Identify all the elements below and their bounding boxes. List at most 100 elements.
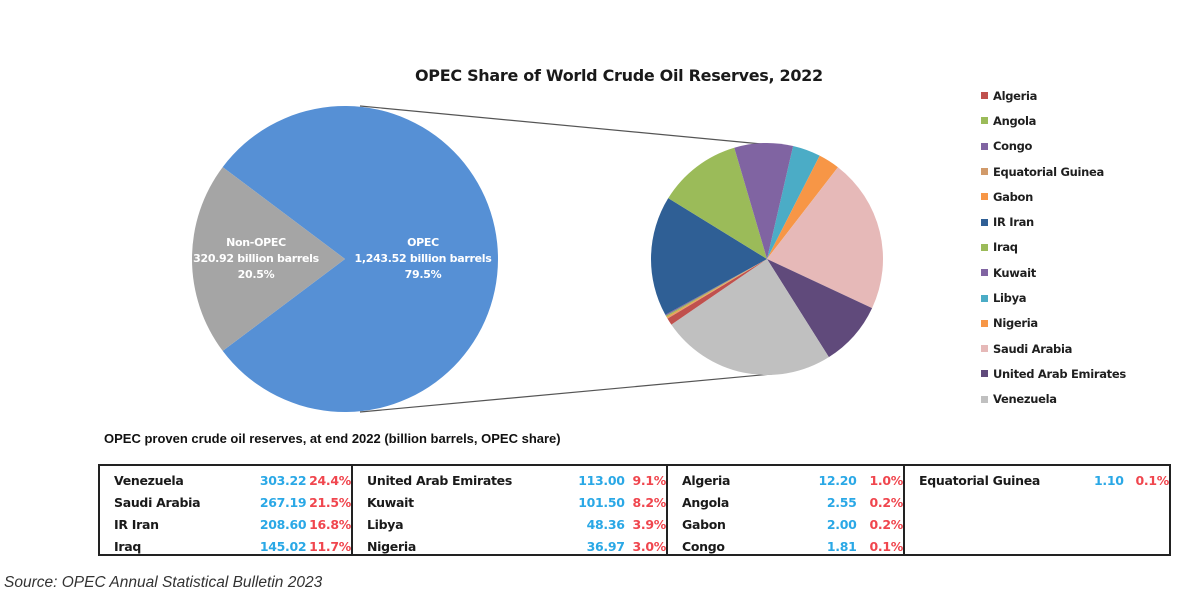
chart-title: OPEC Share of World Crude Oil Reserves, …	[415, 66, 823, 85]
pie-slice-united-arab-emirates	[767, 259, 873, 358]
connector-lines	[359, 105, 773, 413]
cell-share: 9.1%	[632, 472, 667, 488]
non-opec-pct: 20.5%	[238, 268, 275, 281]
table-row-equatorial-guinea: Equatorial Guinea 1.10 0.1%	[905, 469, 1169, 491]
legend-swatch-icon	[981, 92, 988, 100]
main-pie-labels: Non-OPEC 320.92 billion barrels 20.5% OP…	[193, 236, 492, 281]
legend-item-venezuela: Venezuela	[981, 387, 1126, 412]
cell-share: 3.0%	[632, 538, 667, 554]
cell-share: 0.2%	[869, 494, 904, 510]
table-row-ir-iran: IR Iran 208.60 16.8%	[100, 513, 351, 535]
pie-slice-non-opec	[191, 167, 345, 351]
pie-slice-nigeria	[767, 155, 838, 259]
table-row-libya: Libya 48.36 3.9%	[353, 513, 666, 535]
pie-slice-algeria	[667, 259, 767, 325]
table-row-venezuela: Venezuela 303.22 24.4%	[100, 469, 351, 491]
legend-label: Angola	[993, 113, 1037, 128]
cell-value: 208.60	[259, 516, 307, 532]
pie-slice-saudi-arabia	[767, 167, 883, 309]
cell-value: 267.19	[259, 494, 307, 510]
legend-label: IR Iran	[993, 215, 1034, 230]
cell-value: 145.02	[259, 538, 307, 554]
cell-country: Saudi Arabia	[114, 494, 201, 510]
cell-value: 2.00	[826, 516, 857, 532]
cell-share: 16.8%	[309, 516, 351, 532]
legend-item-nigeria: Nigeria	[981, 311, 1126, 336]
opec-pct: 79.5%	[405, 268, 442, 281]
table-row-gabon: Gabon 2.00 0.2%	[668, 513, 903, 535]
cell-value: 12.20	[818, 472, 857, 488]
chart-legend: Algeria Angola Congo Equatorial Guinea Gabon…	[981, 83, 1126, 412]
legend-swatch-icon	[981, 345, 988, 353]
pie-slice-iraq	[668, 147, 767, 259]
table-column-3: Algeria 12.20 1.0% Angola 2.55 0.2% Gabon 2.00 0…	[668, 466, 905, 554]
pie-slice-angola	[665, 259, 767, 318]
table-row-congo: Congo 1.81 0.1%	[668, 535, 903, 557]
legend-item-iraq: Iraq	[981, 235, 1126, 260]
legend-swatch-icon	[981, 168, 988, 176]
legend-item-congo: Congo	[981, 134, 1126, 159]
legend-item-saudi-arabia: Saudi Arabia	[981, 336, 1126, 361]
cell-share: 0.1%	[869, 538, 904, 554]
legend-swatch-icon	[981, 243, 988, 251]
legend-item-equatorial-guinea: Equatorial Guinea	[981, 159, 1126, 184]
source-note: Source: OPEC Annual Statistical Bulletin…	[4, 574, 323, 591]
opec-value: 1,243.52 billion barrels	[354, 252, 492, 265]
cell-value: 303.22	[259, 472, 307, 488]
legend-swatch-icon	[981, 193, 988, 201]
cell-country: Venezuela	[114, 472, 184, 488]
pie-slice-gabon	[666, 259, 767, 319]
table-row-united-arab-emirates: United Arab Emirates 113.00 9.1%	[353, 469, 666, 491]
pie-slice-kuwait	[734, 142, 794, 259]
legend-swatch-icon	[981, 294, 988, 302]
table-row-angola: Angola 2.55 0.2%	[668, 491, 903, 513]
legend-label: Venezuela	[993, 392, 1057, 407]
table-column-2: United Arab Emirates 113.00 9.1% Kuwait 101.…	[353, 466, 668, 554]
table-row-iraq: Iraq 145.02 11.7%	[100, 535, 351, 557]
legend-label: Algeria	[993, 88, 1038, 103]
cell-value: 101.50	[578, 494, 625, 510]
table-row-kuwait: Kuwait 101.50 8.2%	[353, 491, 666, 513]
cell-country: Angola	[682, 494, 730, 510]
table-column-4: Equatorial Guinea 1.10 0.1%	[905, 466, 1169, 554]
non-opec-name: Non-OPEC	[226, 236, 286, 249]
table-row-saudi-arabia: Saudi Arabia 267.19 21.5%	[100, 491, 351, 513]
opec-breakdown-pie	[650, 142, 883, 375]
legend-item-algeria: Algeria	[981, 83, 1126, 108]
cell-share: 1.0%	[869, 472, 904, 488]
cell-value: 2.55	[826, 494, 857, 510]
legend-label: Nigeria	[993, 316, 1038, 331]
pie-slice-libya	[767, 145, 820, 259]
cell-value: 113.00	[578, 472, 625, 488]
legend-label: Libya	[993, 291, 1027, 306]
cell-value: 48.36	[586, 516, 625, 532]
legend-item-kuwait: Kuwait	[981, 260, 1126, 285]
legend-swatch-icon	[981, 370, 988, 378]
cell-value: 36.97	[586, 538, 625, 554]
cell-country: Gabon	[682, 516, 726, 532]
legend-label: Equatorial Guinea	[993, 164, 1104, 179]
cell-share: 24.4%	[309, 472, 351, 488]
legend-item-united-arab-emirates: United Arab Emirates	[981, 361, 1126, 386]
non-opec-value: 320.92 billion barrels	[193, 252, 320, 265]
legend-swatch-icon	[981, 269, 988, 277]
legend-label: Congo	[993, 139, 1033, 154]
legend-label: Kuwait	[993, 265, 1036, 280]
legend-swatch-icon	[981, 142, 988, 150]
table-row-nigeria: Nigeria 36.97 3.0%	[353, 535, 666, 557]
table-column-1: Venezuela 303.22 24.4% Saudi Arabia 267.19 21…	[100, 466, 353, 554]
legend-swatch-icon	[981, 117, 988, 125]
cell-country: Equatorial Guinea	[919, 472, 1041, 488]
legend-swatch-icon	[981, 319, 988, 327]
cell-country: Iraq	[114, 538, 141, 554]
cell-country: Kuwait	[367, 494, 414, 510]
cell-country: IR Iran	[114, 516, 159, 532]
cell-country: United Arab Emirates	[367, 472, 513, 488]
main-pie	[191, 106, 499, 413]
cell-country: Nigeria	[367, 538, 416, 554]
cell-value: 1.10	[1093, 472, 1124, 488]
legend-item-angola: Angola	[981, 108, 1126, 133]
cell-share: 21.5%	[309, 494, 351, 510]
cell-share: 0.1%	[1135, 472, 1170, 488]
pie-slice-equatorial-guinea	[667, 259, 767, 319]
